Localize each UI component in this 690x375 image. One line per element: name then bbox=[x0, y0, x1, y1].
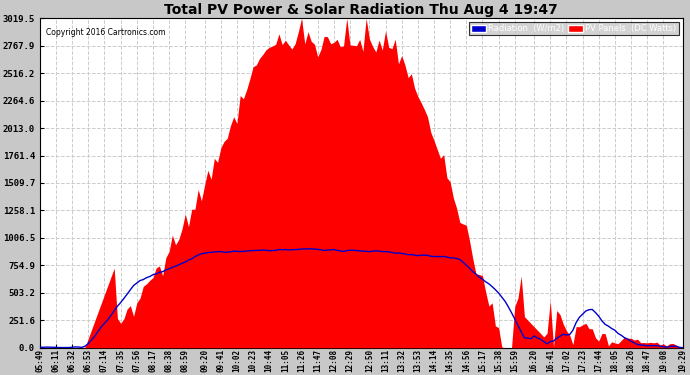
Legend: Radiation  (W/m2), PV Panels  (DC Watts): Radiation (W/m2), PV Panels (DC Watts) bbox=[469, 22, 678, 35]
Title: Total PV Power & Solar Radiation Thu Aug 4 19:47: Total PV Power & Solar Radiation Thu Aug… bbox=[164, 3, 558, 17]
Text: Copyright 2016 Cartronics.com: Copyright 2016 Cartronics.com bbox=[46, 28, 166, 37]
